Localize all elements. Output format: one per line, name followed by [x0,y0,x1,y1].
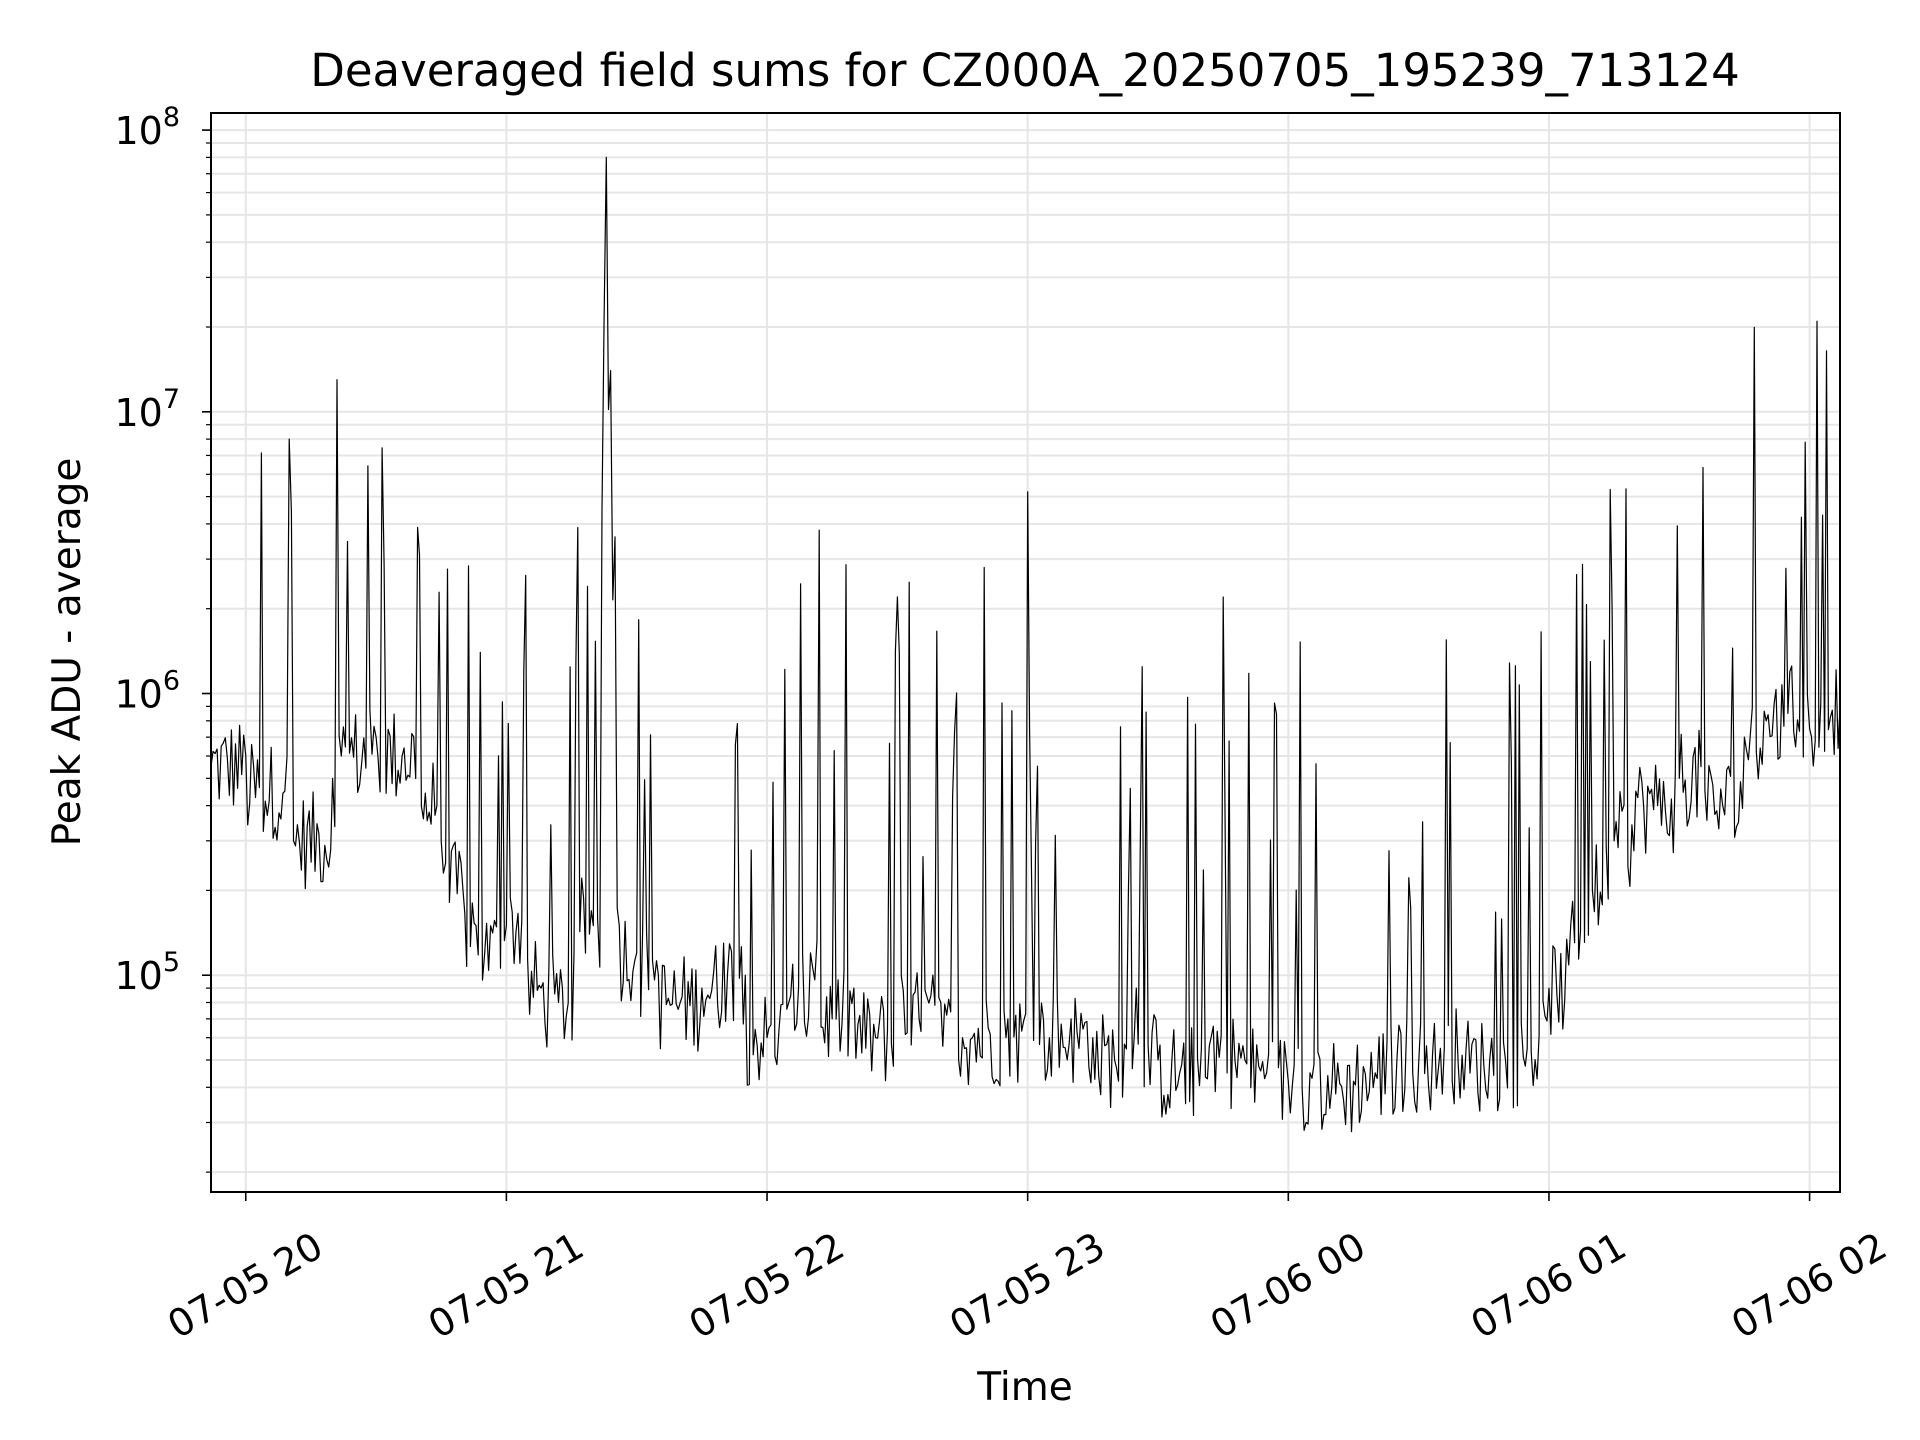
y-tick-label: 106 [114,666,180,717]
y-tick-label-base: 10 [114,673,162,717]
y-tick-label: 105 [114,947,180,998]
y-tick-label-base: 10 [114,954,162,998]
chart-title: Deaveraged field sums for CZ000A_2025070… [310,44,1740,97]
plot-frame [210,112,1841,1193]
x-axis-label: Time [976,1365,1072,1410]
y-tick-label-base: 10 [114,109,162,153]
y-tick-label: 107 [114,384,180,435]
y-tick-label-exponent: 8 [163,102,180,133]
y-tick-label-exponent: 7 [163,384,180,415]
series-line [210,156,1841,1133]
y-axis-label: Peak ADU - average [45,458,90,847]
series-layer [210,156,1841,1133]
y-tick-label-exponent: 5 [163,947,180,978]
y-tick-label: 108 [114,102,180,153]
y-tick-label-base: 10 [114,391,162,435]
y-tick-label-exponent: 6 [163,666,180,697]
